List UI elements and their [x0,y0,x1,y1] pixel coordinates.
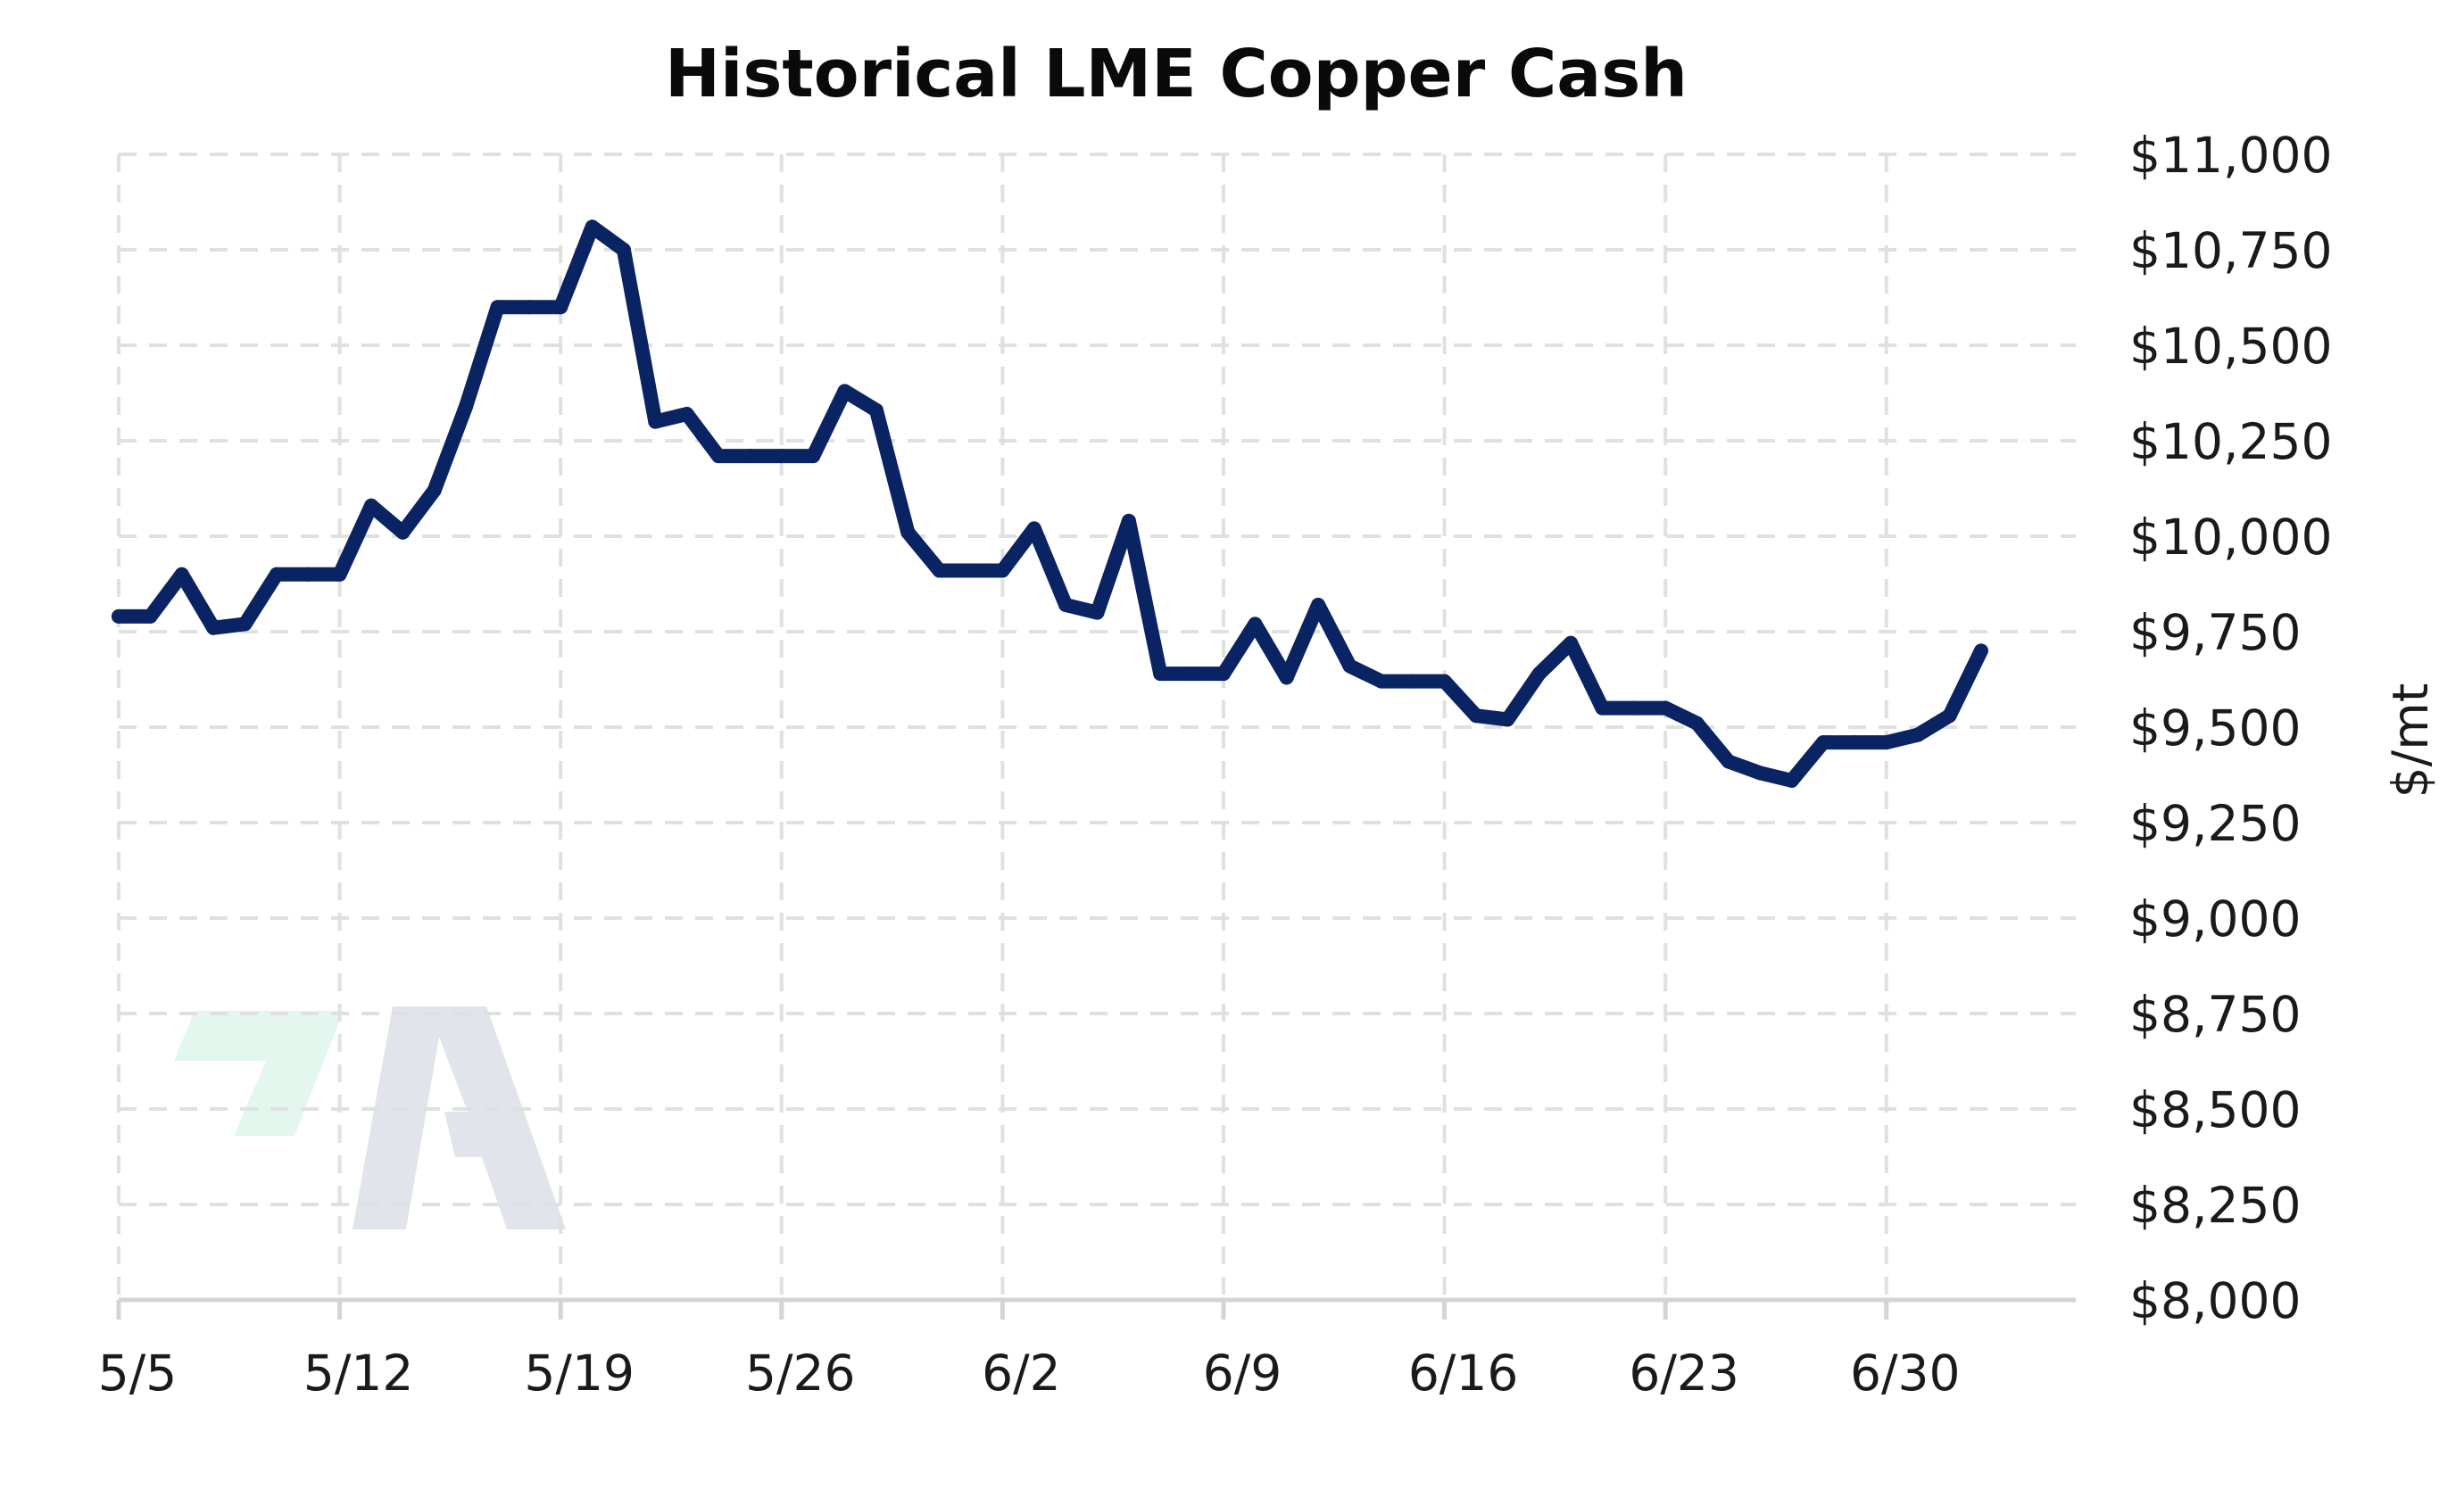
data-point [521,300,536,315]
y-tick-label: $9,500 [2129,699,2301,757]
y-tick-label: $8,500 [2129,1081,2301,1138]
x-tick-label: 6/23 [1629,1345,1739,1402]
x-axis-tick-labels: 5/5 5/12 5/19 5/26 6/2 6/9 6/16 6/23 6/30 [98,1345,1961,1402]
data-point [1942,708,1957,724]
data-point [1342,658,1357,674]
y-tick-label: $8,000 [2129,1272,2301,1329]
chart-title: Historical LME Copper Cash [665,36,1688,112]
data-point [174,567,189,582]
data-point [1058,598,1074,612]
data-point [112,608,126,624]
data-point [237,617,253,632]
data-point [1847,735,1863,750]
data-point [616,243,631,257]
data-point [1531,666,1547,682]
x-tick-label: 6/2 [982,1345,1061,1402]
x-tick-label: 5/26 [745,1345,856,1402]
data-point [301,567,316,582]
y-tick-label: $9,750 [2129,604,2301,661]
data-point [1090,605,1105,620]
data-point [1595,700,1610,716]
x-tick-label: 5/12 [303,1345,414,1402]
logo-watermark [174,1006,566,1229]
axes [116,1297,2076,1320]
data-point [1184,666,1199,682]
data-point [1311,598,1326,612]
data-point [900,525,916,540]
data-point [648,414,663,429]
data-point [1816,735,1830,750]
data-point [1500,712,1515,727]
y-tick-label: $9,250 [2129,795,2301,852]
data-point [774,449,789,464]
data-point [932,563,947,578]
x-tick-label: 6/9 [1203,1345,1282,1402]
series-line [112,219,1988,788]
x-tick-label: 6/30 [1850,1345,1961,1402]
logo-mark-gray [353,1006,566,1229]
y-tick-label: $10,500 [2129,318,2332,375]
data-point [868,402,884,418]
y-tick-label: $10,250 [2129,413,2332,470]
y-axis-tick-labels: $8,000 $8,250 $8,500 $8,750 $9,000 $9,250 $9,5… [2129,127,2332,1329]
data-point [1879,735,1894,750]
data-point [1973,643,1988,658]
data-point [1564,635,1579,650]
data-point [395,525,411,540]
y-tick-label: $8,750 [2129,986,2301,1043]
data-point [711,449,726,464]
data-point [427,483,442,498]
y-axis-label: $/mt [2382,683,2439,799]
data-point [490,300,505,315]
y-tick-label: $10,750 [2129,222,2332,279]
data-point [743,449,758,464]
data-point [1658,700,1673,716]
data-point [837,384,852,399]
y-tick-label: $8,250 [2129,1177,2301,1234]
data-point [1026,521,1041,536]
data-point [1911,727,1926,742]
series-layer [112,219,1988,788]
y-tick-label: $10,000 [2129,509,2332,566]
data-point [1689,716,1705,731]
grid [117,153,2076,1300]
data-point [269,567,284,582]
data-point [1469,708,1483,724]
data-point [1626,700,1641,716]
data-point [1373,674,1389,689]
data-point [1753,766,1768,781]
data-point [1248,617,1263,632]
data-point [459,399,474,414]
y-tick-label: $9,000 [2129,890,2301,948]
data-point [553,300,568,315]
data-point [143,608,158,624]
data-point [585,219,600,235]
data-point [995,563,1010,578]
data-point [332,567,347,582]
data-point [206,620,221,635]
data-point [1279,670,1294,685]
data-point [364,498,378,513]
data-point [1437,674,1452,689]
x-tick-label: 5/5 [98,1345,178,1402]
data-point [1153,666,1168,682]
data-point [1121,513,1136,528]
data-point [1784,773,1799,788]
logo-mark-green [174,1011,344,1136]
x-tick-label: 6/16 [1408,1345,1519,1402]
data-point [1216,666,1231,682]
data-point [806,449,821,464]
data-point [679,407,694,421]
data-point [964,563,978,578]
data-point [1406,674,1421,689]
x-tick-label: 5/19 [524,1345,635,1402]
y-tick-label: $11,000 [2129,127,2332,184]
data-point [1721,754,1736,769]
